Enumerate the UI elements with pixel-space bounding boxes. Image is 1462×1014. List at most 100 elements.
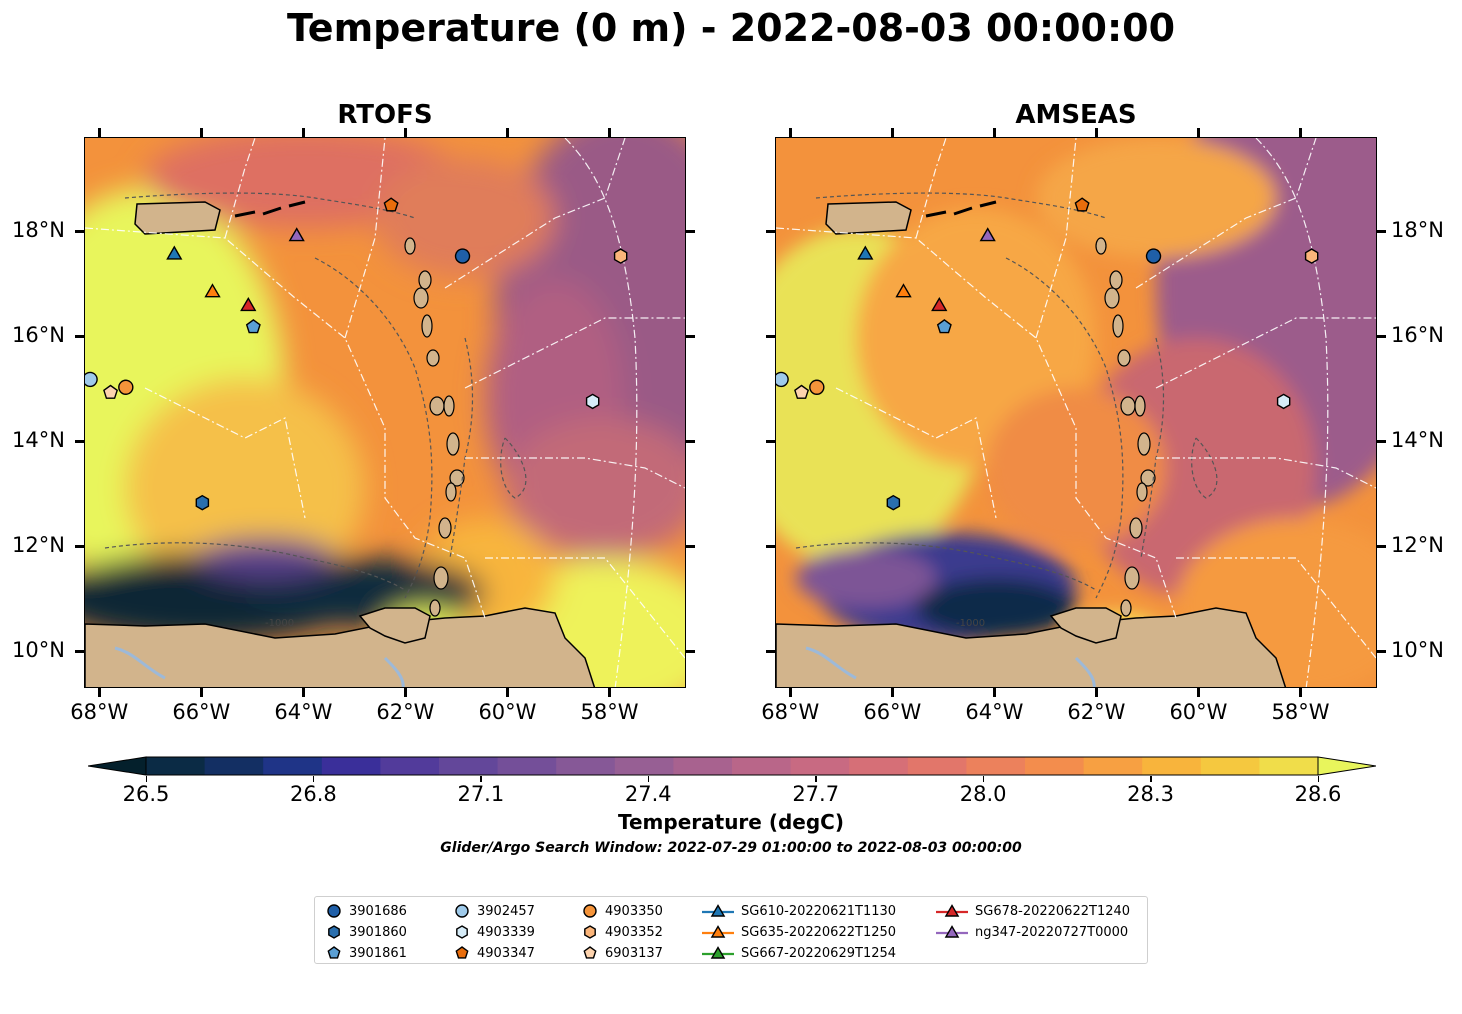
marker-4903352 xyxy=(1304,248,1319,264)
legend-label: 6903137 xyxy=(605,945,663,961)
legend-marker-icon xyxy=(702,946,734,959)
tick-left xyxy=(766,545,775,548)
map-amseas: -1000 xyxy=(776,138,1376,687)
lon-tick-label: 58°W xyxy=(1271,700,1330,724)
tick-bottom xyxy=(1095,688,1098,697)
contour-label: -1000 xyxy=(956,618,985,629)
tick-top xyxy=(506,128,509,137)
tick-left xyxy=(75,650,84,653)
lon-tick-label: 68°W xyxy=(761,700,820,724)
lon-tick-label: 66°W xyxy=(172,700,231,724)
marker-ng347-20220727T0000 xyxy=(979,227,996,242)
tick-right xyxy=(1377,440,1386,443)
tick-right xyxy=(686,230,695,233)
legend-item: SG610-20220621T1130 xyxy=(701,903,896,919)
tick-top xyxy=(891,128,894,137)
legend-label: SG678-20220622T1240 xyxy=(975,903,1131,919)
legend-label: 4903339 xyxy=(477,924,535,940)
marker-SG678-20220622T1240 xyxy=(931,297,948,312)
colorbar-label: Temperature (degC) xyxy=(618,810,844,834)
marker-6903137 xyxy=(794,384,810,399)
legend-marker-icon xyxy=(327,946,341,959)
tick-left xyxy=(766,440,775,443)
marker-ng347-20220727T0000 xyxy=(288,227,305,242)
marker-3901860 xyxy=(195,494,210,511)
colorbar-tick xyxy=(1150,776,1152,782)
legend-label: 3901861 xyxy=(349,945,407,961)
tick-bottom xyxy=(608,688,611,697)
marker-3902457 xyxy=(776,371,789,388)
tick-left xyxy=(766,230,775,233)
marker-4903350 xyxy=(809,379,825,395)
lat-tick-label: 16°N xyxy=(1391,323,1444,348)
land-puerto-rico xyxy=(825,201,912,235)
tick-bottom xyxy=(200,688,203,697)
legend-marker-icon xyxy=(583,946,597,959)
legend-label: ng347-20220727T0000 xyxy=(975,924,1129,940)
legend-item: 4903352 xyxy=(581,924,663,940)
legend-marker-icon xyxy=(936,925,968,938)
tick-bottom xyxy=(891,688,894,697)
land-south-america xyxy=(776,607,1287,687)
legend-item: 3902457 xyxy=(453,903,535,919)
colorbar-tick-label: 28.3 xyxy=(1127,782,1174,806)
legend-item: 3901861 xyxy=(325,945,407,961)
lat-tick-label: 18°N xyxy=(1391,218,1444,243)
lon-tick-label: 64°W xyxy=(965,700,1024,724)
marker-4903339 xyxy=(1276,393,1291,410)
marker-3901860 xyxy=(886,494,901,511)
colorbar-tick-label: 26.5 xyxy=(122,782,170,806)
marker-SG678-20220622T1240 xyxy=(240,297,257,312)
colorbar-scale xyxy=(87,756,1377,776)
lon-tick-label: 66°W xyxy=(863,700,922,724)
contour-label: -1000 xyxy=(265,618,294,629)
legend-marker-icon xyxy=(456,925,468,939)
tick-right xyxy=(1377,650,1386,653)
tick-bottom xyxy=(98,688,101,697)
marker-SG635-20220622T1250 xyxy=(895,283,912,298)
tick-top xyxy=(1299,128,1302,137)
tick-left xyxy=(766,335,775,338)
legend-label: 4903352 xyxy=(605,924,663,940)
marker-3901686 xyxy=(454,248,471,264)
tick-right xyxy=(686,545,695,548)
colorbar-tick xyxy=(815,776,817,782)
tick-right xyxy=(686,650,695,653)
tick-top xyxy=(302,128,305,137)
marker-3902457 xyxy=(85,371,98,388)
legend-label: 4903347 xyxy=(477,945,535,961)
legend-item: 6903137 xyxy=(581,945,663,961)
tick-top xyxy=(404,128,407,137)
figure-title: Temperature (0 m) - 2022-08-03 00:00:00 xyxy=(286,6,1176,50)
tick-bottom xyxy=(789,688,792,697)
lat-tick-label: 10°N xyxy=(1391,638,1444,663)
tick-right xyxy=(686,440,695,443)
tick-top xyxy=(200,128,203,137)
marker-SG610-20220621T1130 xyxy=(166,245,183,260)
colorbar-tick xyxy=(647,776,650,782)
lat-tick-label: 14°N xyxy=(1391,428,1444,453)
legend-marker-icon xyxy=(455,946,469,959)
legend-marker-icon xyxy=(327,904,341,918)
legend-item: 4903339 xyxy=(453,924,535,940)
tick-right xyxy=(1377,335,1386,338)
tick-left xyxy=(75,545,84,548)
tick-top xyxy=(608,128,611,137)
legend-item: SG667-20220629T1254 xyxy=(701,945,896,961)
marker-4903347 xyxy=(1074,197,1090,212)
legend-marker-icon xyxy=(702,925,734,938)
marker-3901686 xyxy=(1145,248,1162,264)
colorbar-tick-label: 28.0 xyxy=(959,782,1007,806)
marker-4903339 xyxy=(585,393,600,410)
lat-tick-label: 12°N xyxy=(12,533,65,558)
legend-item: 3901860 xyxy=(325,924,407,940)
tick-bottom xyxy=(506,688,509,697)
legend-marker-icon xyxy=(328,925,340,939)
tick-left xyxy=(75,230,84,233)
lat-tick-label: 18°N xyxy=(12,218,65,243)
legend-marker-icon xyxy=(584,925,596,939)
colorbar-tick xyxy=(1317,776,1319,782)
tick-bottom xyxy=(404,688,407,697)
legend-item: SG678-20220622T1240 xyxy=(935,903,1130,919)
marker-4903352 xyxy=(613,248,628,264)
